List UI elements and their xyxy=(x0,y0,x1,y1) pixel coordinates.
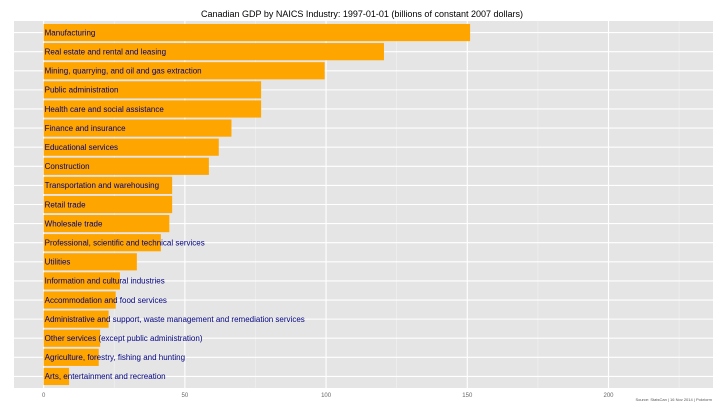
bar xyxy=(43,291,116,309)
bar-label: Construction xyxy=(45,162,90,171)
bar-label: Accommodation and food services xyxy=(45,296,167,305)
bar-labels: Manufacturing Real estate and rental and … xyxy=(45,28,305,381)
x-tick-label: 50 xyxy=(182,393,189,399)
bar xyxy=(43,119,232,137)
bar-label: Professional, scientific and technical s… xyxy=(45,239,205,248)
bar xyxy=(43,23,471,42)
bar xyxy=(43,43,384,61)
bar-label: Retail trade xyxy=(45,200,86,209)
bar xyxy=(43,234,161,252)
bar xyxy=(43,100,262,118)
bar xyxy=(43,138,219,156)
x-tick-label: 150 xyxy=(462,393,473,399)
bar xyxy=(43,81,262,99)
bar-label: Transportation and warehousing xyxy=(45,181,159,190)
bar-label: Agriculture, forestry, fishing and hunti… xyxy=(45,353,185,362)
bar-label: Real estate and rental and leasing xyxy=(45,47,166,56)
bar xyxy=(43,272,120,290)
bar xyxy=(43,348,99,366)
bar xyxy=(43,253,137,271)
bar xyxy=(43,157,209,175)
bar-label: Educational services xyxy=(45,143,118,152)
bar-label: Utilities xyxy=(45,258,71,267)
source-note: Source: StatsCan | 16 Nov 2014 | Pokrior… xyxy=(635,397,712,402)
bar xyxy=(43,195,173,214)
bar-label: Arts, entertainment and recreation xyxy=(45,372,166,381)
bar-label: Public administration xyxy=(45,86,119,95)
x-tick-label: 100 xyxy=(321,393,332,399)
x-tick-label: 0 xyxy=(42,393,46,399)
bar-label: Administrative and support, waste manage… xyxy=(45,315,305,324)
bar xyxy=(43,329,101,347)
bar xyxy=(43,62,325,80)
bar-label: Information and cultural industries xyxy=(45,277,165,286)
bar-label: Other services (except public administra… xyxy=(45,334,203,343)
bar-label: Health care and social assistance xyxy=(45,105,165,114)
bar xyxy=(43,176,173,194)
bar-label: Manufacturing xyxy=(45,28,96,37)
bar xyxy=(43,215,170,233)
bar-label: Finance and insurance xyxy=(45,124,126,133)
x-axis-ticks: 0 50 100 150 200 xyxy=(42,393,614,399)
bar xyxy=(43,367,70,386)
bar-label: Mining, quarrying, and oil and gas extra… xyxy=(45,67,202,76)
bar-label: Wholesale trade xyxy=(45,219,103,228)
bars xyxy=(43,23,471,386)
bar xyxy=(43,310,109,328)
chart-title: Canadian GDP by NAICS Industry: 1997-01-… xyxy=(201,9,523,19)
x-tick-label: 200 xyxy=(603,393,614,399)
